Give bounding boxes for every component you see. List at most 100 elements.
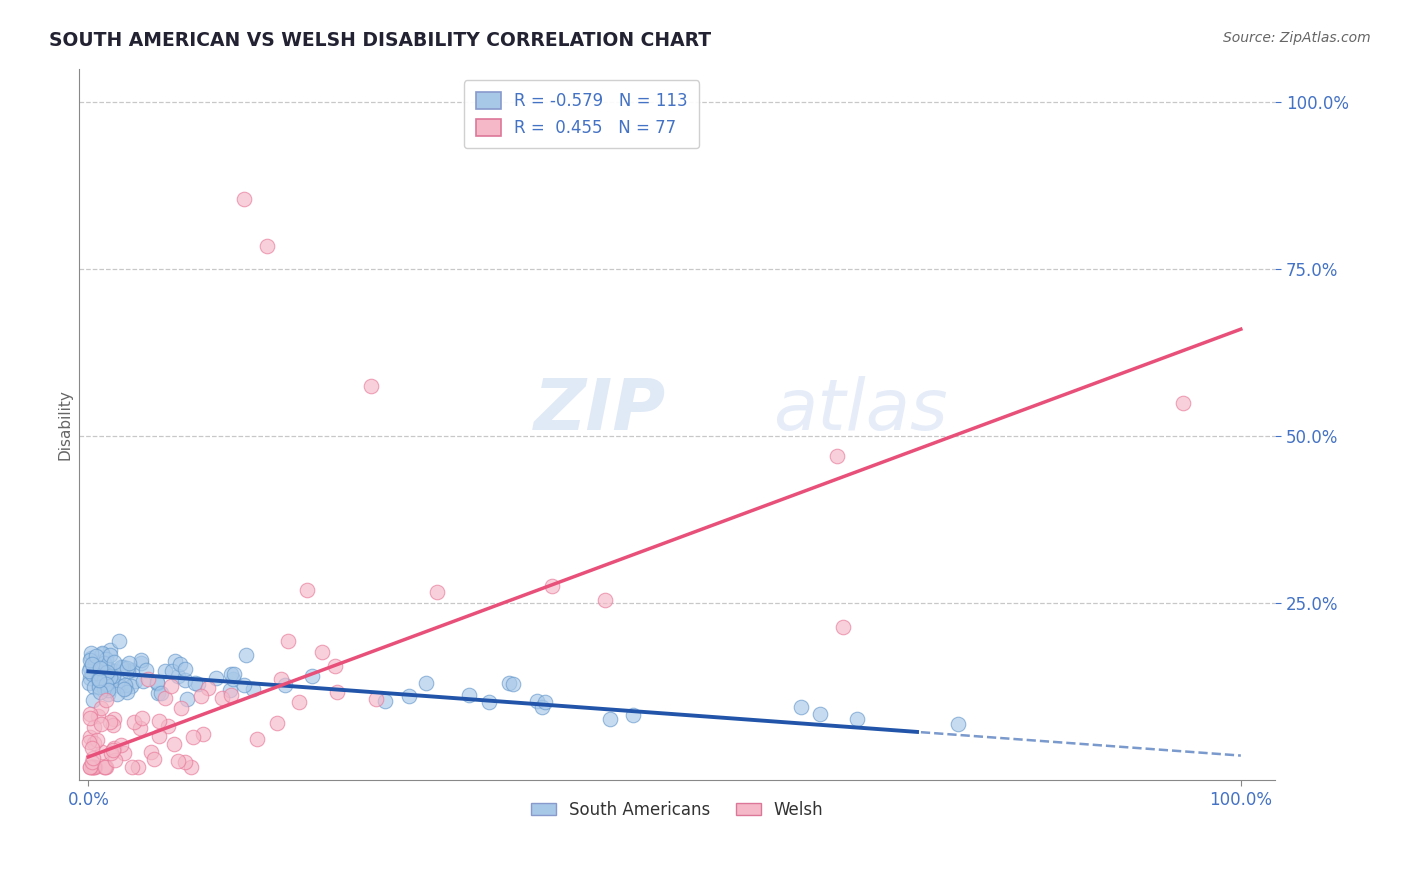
Point <box>235 648 257 662</box>
Point <box>174 673 197 687</box>
Point <box>242 681 264 696</box>
Point <box>211 690 233 705</box>
Point <box>82 751 104 765</box>
Point <box>176 691 198 706</box>
Point <box>131 711 153 725</box>
Point <box>193 727 215 741</box>
Point <box>87 709 110 723</box>
Point <box>326 685 349 699</box>
Point <box>79 661 101 675</box>
Point <box>101 668 124 682</box>
Point <box>531 699 554 714</box>
Point <box>366 692 388 706</box>
Point <box>789 699 811 714</box>
Point <box>93 760 115 774</box>
Point <box>121 663 143 677</box>
Point <box>96 677 118 691</box>
Point <box>173 755 195 769</box>
Point <box>845 712 868 726</box>
Point <box>311 645 333 659</box>
Point <box>148 729 170 743</box>
Point <box>374 694 396 708</box>
Point <box>100 672 122 686</box>
Point <box>181 730 204 744</box>
Point <box>187 676 209 690</box>
Point <box>593 593 616 607</box>
Text: SOUTH AMERICAN VS WELSH DISABILITY CORRELATION CHART: SOUTH AMERICAN VS WELSH DISABILITY CORRE… <box>49 31 711 50</box>
Point <box>323 659 346 673</box>
Point <box>97 687 120 701</box>
Point <box>82 666 104 681</box>
Point <box>87 680 110 694</box>
Point <box>79 734 101 748</box>
Point <box>103 655 125 669</box>
Point <box>478 695 501 709</box>
Point <box>136 673 159 687</box>
Point <box>84 654 107 668</box>
Point <box>96 665 118 679</box>
Point <box>360 379 382 393</box>
Point <box>83 721 105 735</box>
Point <box>90 669 112 683</box>
Point <box>621 708 644 723</box>
Point <box>91 674 114 689</box>
Point <box>114 677 136 691</box>
Point <box>89 684 111 698</box>
Point <box>205 671 228 685</box>
Text: Source: ZipAtlas.com: Source: ZipAtlas.com <box>1223 31 1371 45</box>
Point <box>145 674 167 689</box>
Point <box>79 760 101 774</box>
Point <box>129 657 152 671</box>
Point <box>87 673 110 688</box>
Point <box>810 707 832 722</box>
Point <box>86 673 108 687</box>
Point <box>108 680 131 694</box>
Point <box>159 679 181 693</box>
Point <box>93 673 115 687</box>
Point <box>93 670 115 684</box>
Point <box>124 673 146 688</box>
Point <box>94 652 117 666</box>
Point <box>94 693 117 707</box>
Point <box>79 676 101 690</box>
Point <box>90 701 112 715</box>
Point <box>100 746 122 760</box>
Point <box>101 718 124 732</box>
Point <box>94 681 117 695</box>
Y-axis label: Disability: Disability <box>58 389 72 460</box>
Point <box>79 730 101 744</box>
Point <box>96 760 118 774</box>
Point <box>117 656 139 670</box>
Point <box>96 668 118 682</box>
Point <box>101 743 124 757</box>
Point <box>127 760 149 774</box>
Point <box>146 686 169 700</box>
Point <box>266 715 288 730</box>
Point <box>89 676 111 690</box>
Point <box>295 582 318 597</box>
Point <box>498 675 520 690</box>
Point <box>502 676 524 690</box>
Point <box>169 657 191 672</box>
Point <box>277 634 299 648</box>
Point <box>98 648 121 663</box>
Point <box>233 678 256 692</box>
Point <box>104 753 127 767</box>
Text: ZIP: ZIP <box>534 376 666 445</box>
Point <box>219 688 242 702</box>
Point <box>1173 395 1195 409</box>
Point <box>114 681 136 696</box>
Point <box>162 737 184 751</box>
Point <box>146 676 169 690</box>
Point <box>79 650 101 665</box>
Point <box>111 660 134 674</box>
Point <box>80 760 103 774</box>
Point <box>103 712 125 726</box>
Point <box>83 760 105 774</box>
Point <box>120 679 142 693</box>
Point <box>117 660 139 674</box>
Point <box>222 672 245 686</box>
Point <box>288 695 311 709</box>
Point <box>83 680 105 694</box>
Point <box>79 671 101 685</box>
